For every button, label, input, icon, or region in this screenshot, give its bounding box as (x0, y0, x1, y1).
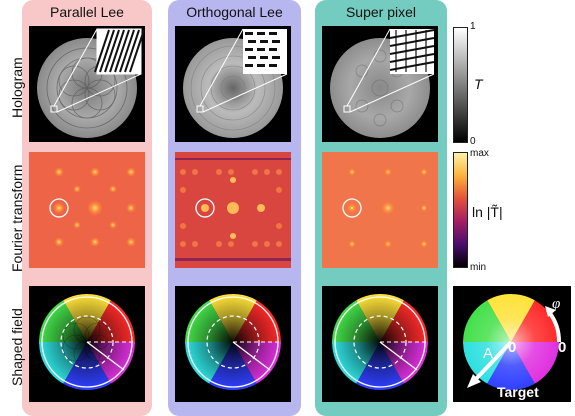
amplitude-zero-label: 0 (508, 339, 516, 356)
amplitude-symbol: A (483, 345, 493, 362)
phase-zero-label: 0 (558, 339, 566, 356)
fourier-image-super-pixel (322, 152, 438, 268)
row-label-hologram: Hologram (9, 57, 25, 118)
shaped-field-image-super-pixel (322, 286, 438, 402)
column-title-orthogonal-lee: Orthogonal Lee (186, 4, 283, 20)
fourier-image-orthogonal-lee (175, 152, 291, 268)
fourier-colorbar (453, 152, 468, 268)
fourier-colorbar-max-label: max (470, 148, 489, 159)
shaped-field-image-orthogonal-lee (175, 286, 291, 402)
hologram-colorbar-max-label: 1 (470, 21, 476, 32)
target-label: Target (497, 384, 539, 400)
target-legend: Target A φ 0 0 (453, 286, 571, 402)
column-title-parallel-lee: Parallel Lee (50, 4, 124, 20)
row-label-shaped-field: Shaped field (9, 308, 25, 386)
hologram-colorbar-title: T (474, 76, 483, 92)
hologram-colorbar-min-label: 0 (470, 136, 476, 147)
fourier-image-parallel-lee (29, 152, 145, 268)
hologram-image-orthogonal-lee (175, 26, 291, 142)
shaped-field-image-parallel-lee (29, 286, 145, 402)
row-label-fourier-transform: Fourier transform (9, 164, 25, 272)
hologram-image-super-pixel (322, 26, 438, 142)
fourier-colorbar-title: ln |T̃| (472, 204, 503, 220)
column-title-super-pixel: Super pixel (345, 4, 417, 20)
hologram-colorbar (453, 27, 468, 143)
phase-symbol: φ (552, 296, 560, 312)
fourier-colorbar-min-label: min (470, 262, 487, 273)
hologram-image-parallel-lee (29, 26, 145, 142)
